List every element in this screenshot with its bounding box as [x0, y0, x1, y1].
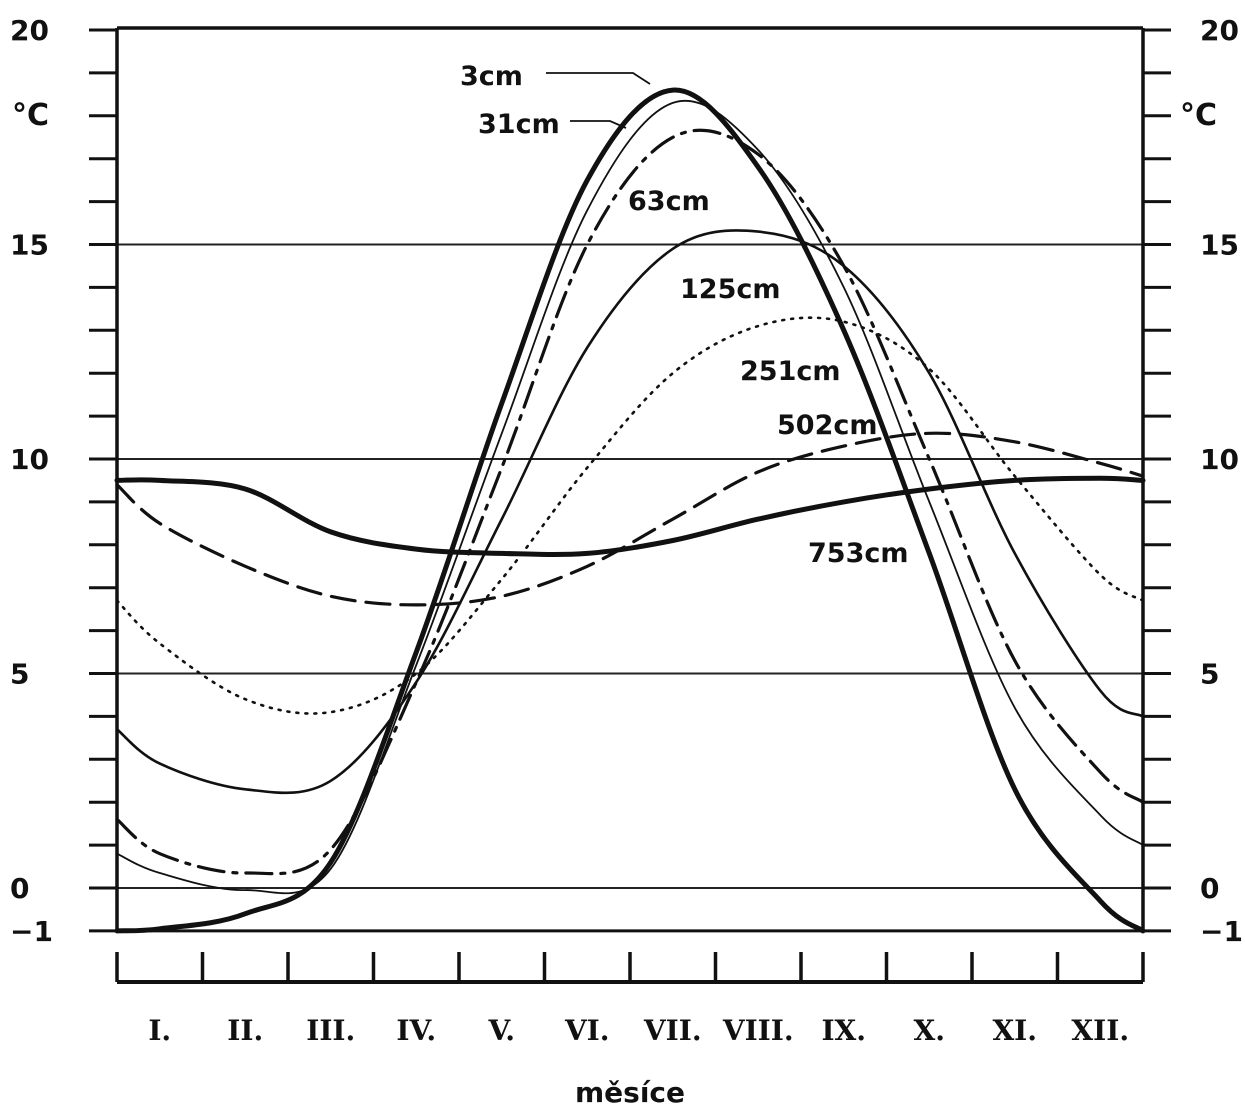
month-label-xii: XII.: [1071, 1014, 1129, 1047]
month-label-iv: IV.: [396, 1014, 436, 1047]
month-label-ix: IX.: [821, 1014, 866, 1047]
y-axis-ticks: 20 20 15 15 10 10 5 5 0 0 −1 −1: [10, 14, 1243, 948]
month-label-v: V.: [487, 1014, 515, 1047]
leader-3cm: [546, 72, 651, 85]
y-tick-label-right-1: 15: [1200, 229, 1239, 262]
y-tick-label-left-5: −1: [10, 915, 53, 948]
series-label-251cm: 251cm: [740, 356, 841, 387]
y-tick-label-left-3: 5: [10, 658, 29, 691]
y-tick-label-right-3: 5: [1200, 658, 1219, 691]
series-lines: [114, 87, 1146, 934]
month-label-iii: III.: [306, 1014, 355, 1047]
y-unit-right: °C: [1180, 98, 1217, 133]
y-tick-label-right-0: 20: [1200, 14, 1239, 47]
x-axis-title: měsíce: [575, 1076, 685, 1109]
series-label-3cm: 3cm: [460, 61, 523, 92]
month-label-xi: XI.: [992, 1014, 1037, 1047]
plot-frame: [115, 26, 1145, 933]
labels: °C °C měsíce 3cm 31cm 63cm 125cm 251cm 5…: [12, 61, 1217, 1109]
y-unit-left: °C: [12, 98, 49, 133]
month-label-x: X.: [914, 1014, 945, 1047]
series-line-753cm: [114, 475, 1146, 558]
leader-31cm: [570, 120, 627, 129]
series-label-63cm: 63cm: [628, 186, 710, 217]
y-tick-label-left-1: 15: [10, 229, 49, 262]
y-tick-label-left-0: 20: [10, 14, 49, 47]
month-label-vii: VII.: [643, 1014, 702, 1047]
series-line-3cm: [114, 87, 1146, 934]
month-label-ii: II.: [227, 1014, 263, 1047]
y-tick-label-left-4: 0: [10, 872, 29, 905]
series-label-753cm: 753cm: [808, 538, 909, 569]
month-label-vi: VI.: [564, 1014, 610, 1047]
series-line-502cm: [115, 431, 1145, 607]
series-line-251cm: [115, 316, 1145, 715]
series-label-502cm: 502cm: [777, 410, 878, 441]
series-label-31cm: 31cm: [478, 109, 560, 140]
label-leader-lines: [546, 72, 651, 129]
series-label-125cm: 125cm: [680, 274, 781, 305]
y-tick-label-right-2: 10: [1200, 443, 1239, 476]
y-tick-label-right-5: −1: [1200, 915, 1243, 948]
series-line-63cm: [115, 128, 1145, 876]
month-label-viii: VIII.: [722, 1014, 794, 1047]
y-tick-label-right-4: 0: [1200, 872, 1219, 905]
x-axis: I. II. III. IV. V. VI. VII. VIII. IX. X. XI. XII.: [115, 952, 1145, 1047]
series-line-125cm: [115, 229, 1145, 795]
month-label-i: I.: [148, 1014, 171, 1047]
y-tick-label-left-2: 10: [10, 443, 49, 476]
series-line-31cm: [116, 99, 1144, 895]
